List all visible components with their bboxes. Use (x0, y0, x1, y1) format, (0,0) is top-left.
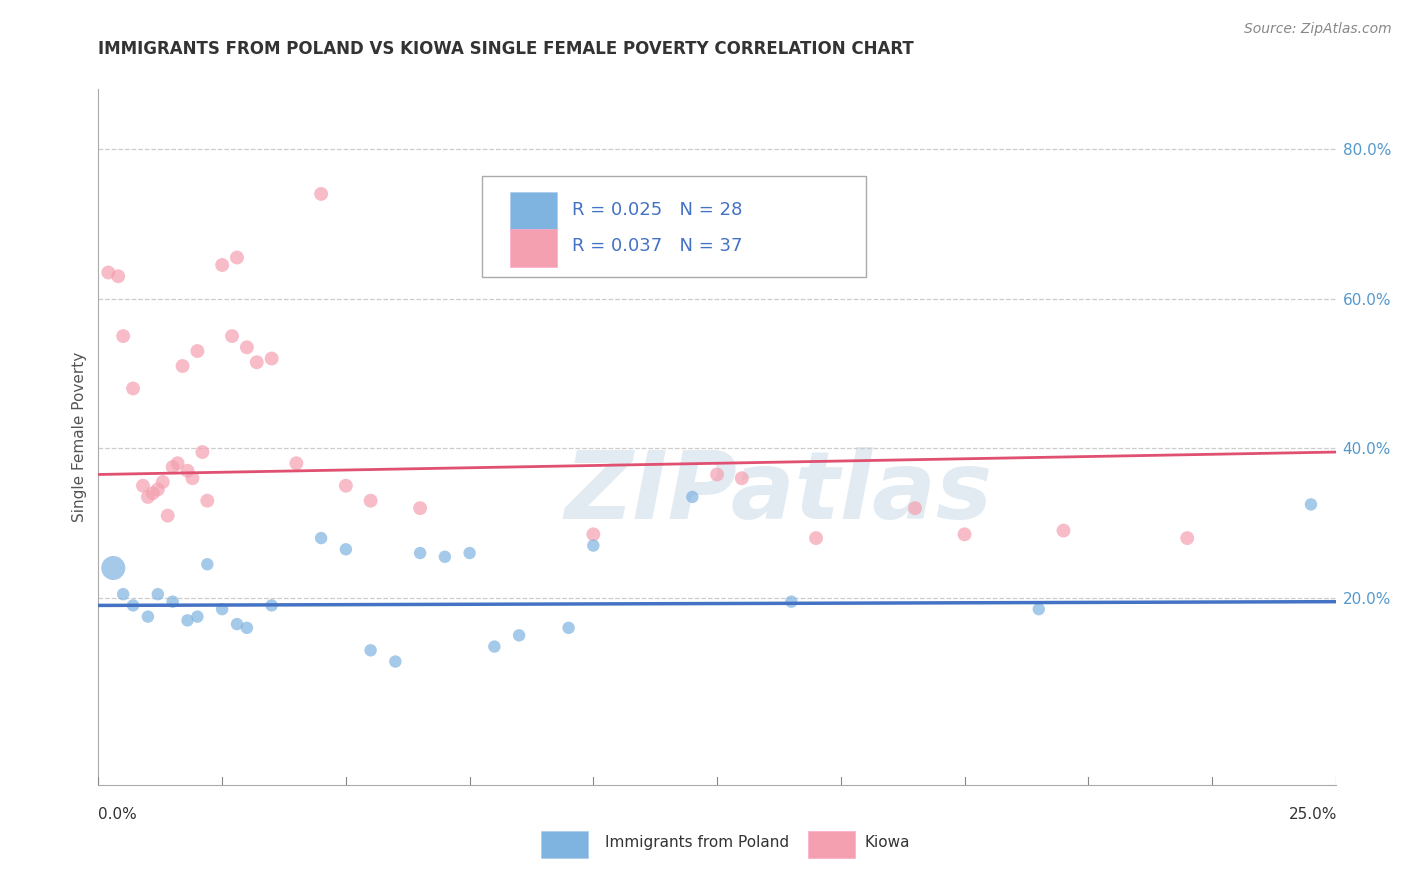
Point (681, 490, 703, 504)
Point (162, 595, 184, 609)
Point (226, 251, 249, 265)
Point (804, 531, 827, 545)
Point (181, 471, 204, 485)
Point (132, 479, 155, 493)
Point (246, 355, 269, 369)
Point (582, 539, 605, 553)
Point (176, 613, 198, 627)
Point (557, 621, 579, 635)
Text: Source: ZipAtlas.com: Source: ZipAtlas.com (1244, 22, 1392, 37)
Point (904, 501, 927, 516)
Point (335, 479, 357, 493)
Point (112, 587, 135, 601)
Point (1299, 497, 1322, 511)
Point (97, 265, 120, 279)
Point (186, 344, 208, 359)
Text: ZIPatlas: ZIPatlas (565, 447, 993, 539)
Point (136, 490, 159, 504)
Point (142, 486, 165, 500)
Point (211, 258, 233, 272)
Point (1052, 524, 1074, 538)
Point (221, 329, 243, 343)
Point (508, 628, 530, 642)
Point (162, 460, 184, 475)
Point (409, 546, 432, 560)
Point (309, 531, 332, 545)
Y-axis label: Single Female Poverty: Single Female Poverty (72, 352, 87, 522)
Point (136, 609, 159, 624)
Point (152, 475, 174, 489)
Point (360, 643, 382, 657)
Point (360, 493, 382, 508)
Point (146, 587, 169, 601)
Point (176, 464, 198, 478)
Point (195, 493, 218, 508)
Text: Kiowa: Kiowa (865, 836, 910, 850)
FancyBboxPatch shape (482, 177, 866, 277)
Point (236, 621, 259, 635)
Point (122, 381, 145, 395)
Point (582, 527, 605, 541)
Point (953, 527, 976, 541)
Point (384, 655, 406, 669)
Point (107, 269, 129, 284)
Point (195, 558, 218, 572)
Point (1175, 531, 1198, 545)
Point (335, 542, 357, 557)
Text: Immigrants from Poland: Immigrants from Poland (605, 836, 789, 850)
Point (236, 340, 259, 354)
Point (260, 351, 283, 366)
Text: R = 0.037   N = 37: R = 0.037 N = 37 (572, 237, 742, 255)
FancyBboxPatch shape (510, 228, 557, 267)
Text: R = 0.025   N = 28: R = 0.025 N = 28 (572, 201, 742, 219)
Point (285, 456, 308, 470)
FancyBboxPatch shape (510, 192, 557, 230)
Point (146, 483, 169, 497)
Point (484, 640, 506, 654)
Point (409, 501, 432, 516)
Point (226, 617, 249, 632)
Point (103, 561, 125, 575)
Point (309, 186, 332, 201)
Point (172, 359, 194, 373)
Point (706, 467, 728, 482)
Point (1028, 602, 1050, 616)
Point (122, 599, 145, 613)
Point (433, 549, 456, 564)
Point (731, 471, 754, 485)
Point (780, 595, 803, 609)
Point (112, 329, 135, 343)
Point (211, 602, 233, 616)
Point (166, 456, 188, 470)
Text: 0.0%: 0.0% (98, 807, 138, 822)
Point (260, 599, 283, 613)
Point (186, 609, 208, 624)
Text: IMMIGRANTS FROM POLAND VS KIOWA SINGLE FEMALE POVERTY CORRELATION CHART: IMMIGRANTS FROM POLAND VS KIOWA SINGLE F… (98, 40, 914, 58)
Text: 25.0%: 25.0% (1289, 807, 1337, 822)
Point (156, 508, 179, 523)
Point (191, 445, 214, 459)
Point (458, 546, 481, 560)
